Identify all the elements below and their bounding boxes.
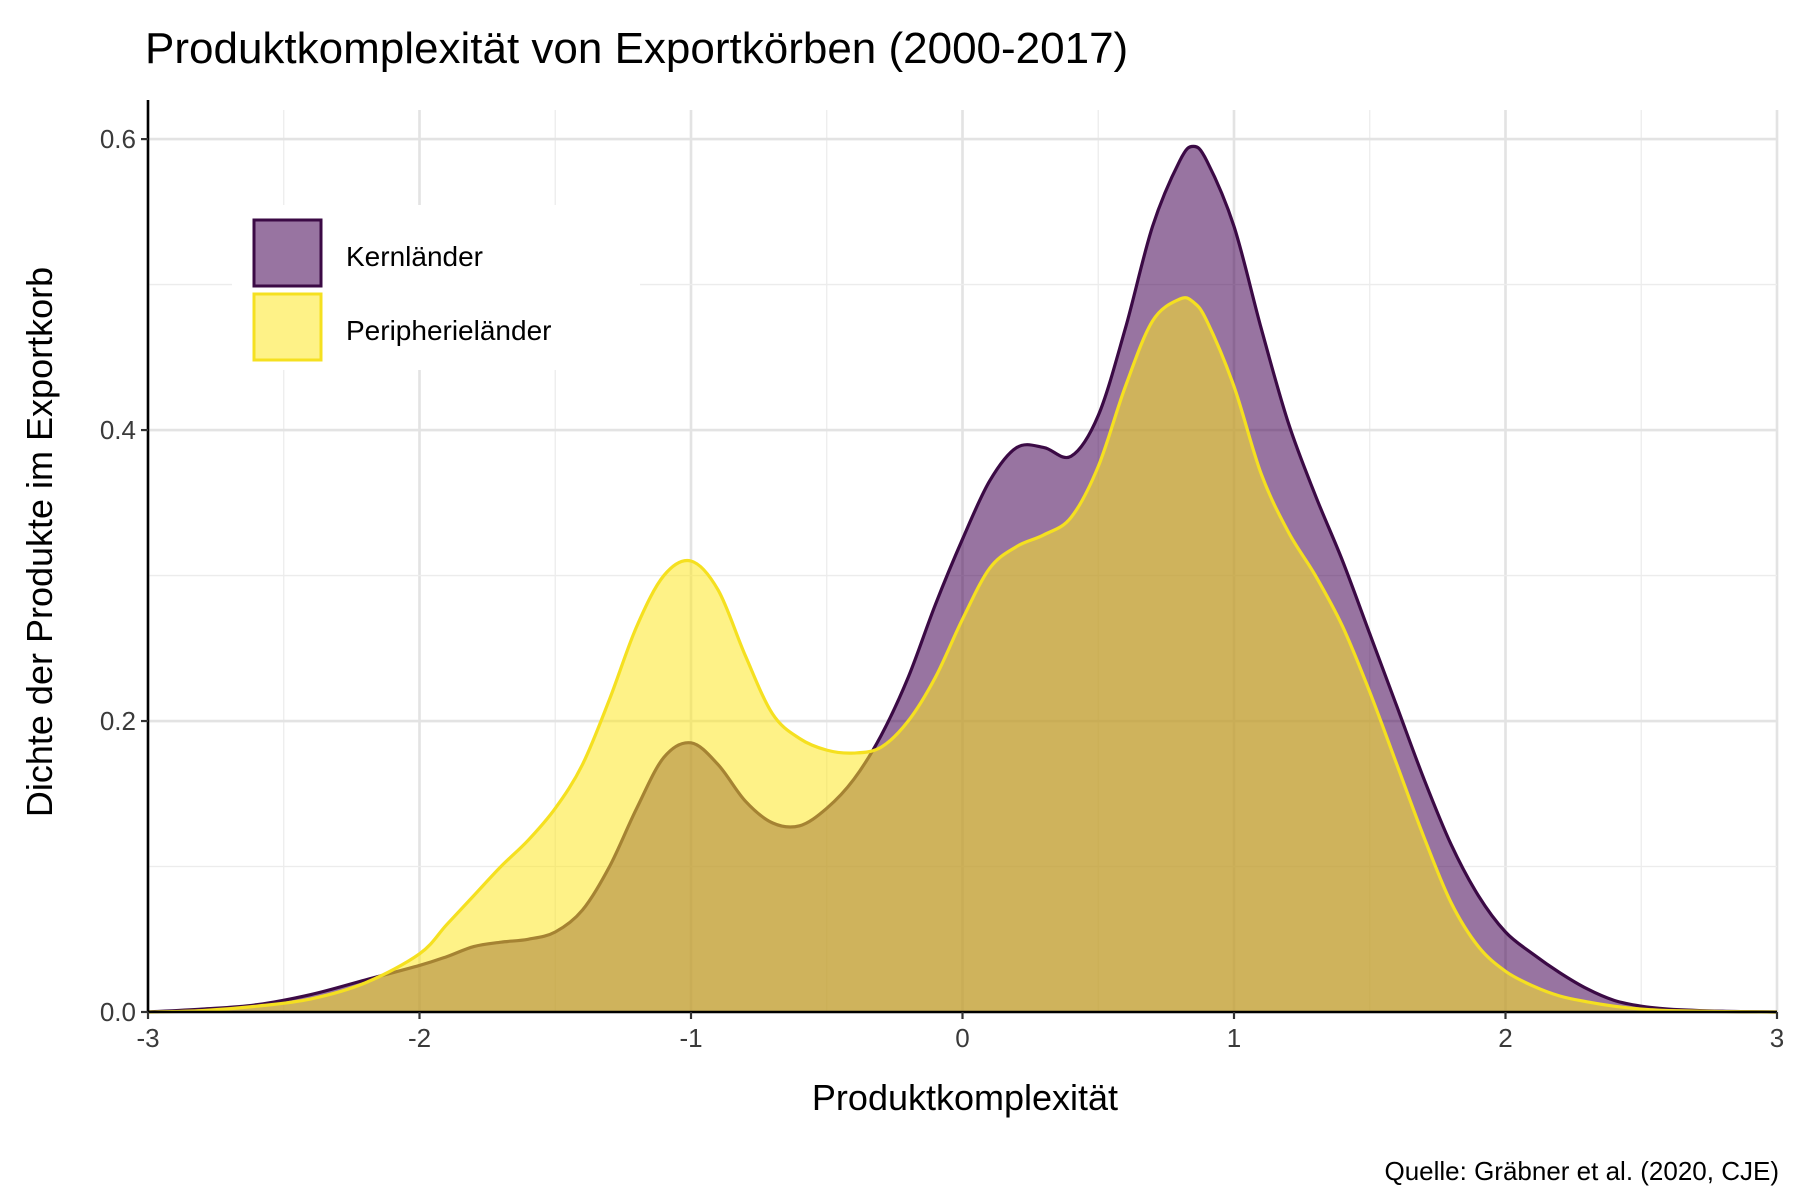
y-tick-label: 0.4 <box>100 415 136 445</box>
y-tick-label: 0.2 <box>100 706 136 736</box>
legend-label-kernlaender: Kernländer <box>346 241 483 272</box>
chart-title: Produktkomplexität von Exportkörben (200… <box>145 24 1128 73</box>
x-tick-label: 2 <box>1498 1023 1512 1053</box>
y-tick-label: 0.0 <box>100 997 136 1027</box>
legend-label-peripherielaender: Peripherieländer <box>346 315 551 346</box>
tick-labels: -3 -2 -1 0 1 2 3 0.0 0.2 0.4 0.6 <box>100 124 1784 1053</box>
x-tick-label: 1 <box>1227 1023 1241 1053</box>
caption: Quelle: Gräbner et al. (2020, CJE) <box>1384 1156 1779 1186</box>
x-tick-label: -2 <box>408 1023 431 1053</box>
density-areas <box>147 144 1778 1014</box>
x-tick-label: 0 <box>955 1023 969 1053</box>
legend: Kernländer Peripherieländer <box>232 205 640 370</box>
y-tick-label: 0.6 <box>100 124 136 154</box>
legend-swatch-peripherielaender <box>252 292 323 362</box>
x-tick-label: 3 <box>1770 1023 1784 1053</box>
x-tick-label: -3 <box>136 1023 159 1053</box>
x-tick-label: -1 <box>679 1023 702 1053</box>
legend-swatch-kernlaender <box>252 218 323 288</box>
y-axis-title: Dichte der Produkte im Exportkorb <box>19 267 60 817</box>
x-axis-title: Produktkomplexität <box>812 1077 1118 1118</box>
density-line-series-1 <box>147 296 1778 1014</box>
density-area-series-1 <box>148 297 1777 1012</box>
